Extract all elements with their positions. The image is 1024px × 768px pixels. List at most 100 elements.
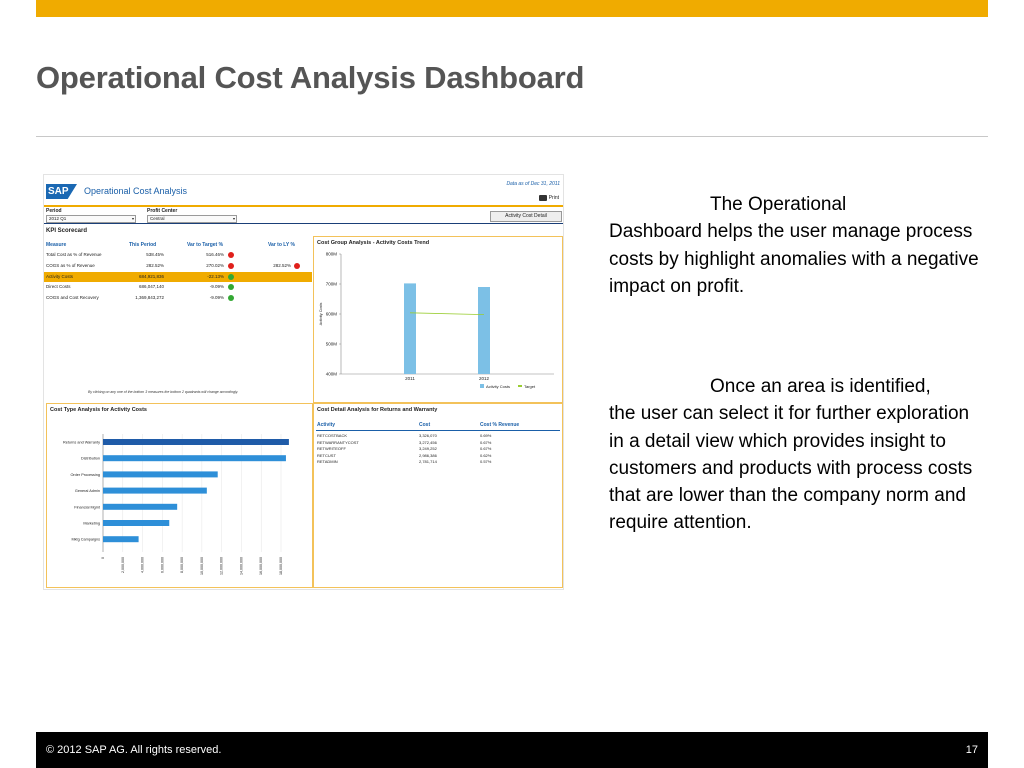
kpi-cell-target: -9.09% <box>209 295 224 301</box>
kpi-row[interactable]: Direct Costs 686,047,140 -9.09% <box>44 282 312 292</box>
detail-cell-cost-pct[interactable]: 0.67% <box>480 446 492 452</box>
kpi-header-this-period: This Period <box>129 242 157 248</box>
hbar-x-tick-label: 16,000,000 <box>259 557 263 575</box>
profit-center-select[interactable]: Central ▾ <box>147 215 237 223</box>
cost-detail-panel: Cost Detail Analysis for Returns and War… <box>313 403 563 588</box>
hbar-x-tick-label: 12,000,000 <box>220 557 224 575</box>
detail-cell-cost-pct[interactable]: 0.69% <box>480 433 492 438</box>
detail-cell-activity[interactable]: RETWARRANTYCOST <box>317 439 359 445</box>
hbar-category-label: Order Processing <box>70 473 100 477</box>
footer-bar: © 2012 SAP AG. All rights reserved. 17 <box>36 732 988 768</box>
chevron-down-icon: ▾ <box>232 216 235 221</box>
hbar-bar[interactable] <box>103 439 289 445</box>
page-number: 17 <box>965 744 978 756</box>
kpi-row[interactable]: COGS as % of Revenue 282.52% 270.02% 282.52… <box>44 261 312 271</box>
detail-cell-cost-pct[interactable]: 0.57% <box>480 459 492 465</box>
kpi-cell-target: 516.46% <box>206 252 224 257</box>
period-value: 2012 Q1 <box>49 216 67 221</box>
kpi-cell-period: 684,921,836 <box>138 273 164 279</box>
kpi-cell-measure: COGS as % of Revenue <box>46 262 95 268</box>
detail-cell-activity[interactable]: RETCUST <box>317 452 336 458</box>
hbar-x-tick-label: 0 <box>101 557 105 559</box>
kpi-row[interactable]: Activity Costs 684,921,836 -22.13% <box>44 271 312 282</box>
profit-center-value: Central <box>150 216 165 221</box>
detail-cell-cost[interactable]: 2,781,714 <box>419 459 437 465</box>
detail-cell-cost[interactable]: 3,326,070 <box>419 433 437 438</box>
hbar-bar[interactable] <box>103 536 139 543</box>
hbar-bar[interactable] <box>103 487 207 494</box>
hbar-category-label: Marketing <box>83 522 100 526</box>
status-indicator-icon <box>228 262 234 269</box>
period-select[interactable]: 2012 Q1 ▾ <box>46 215 136 223</box>
kpi-cell-period: 538.45% <box>146 252 164 257</box>
dashboard-title: Operational Cost Analysis <box>84 186 188 196</box>
kpi-header-measure: Measure <box>46 242 67 248</box>
kpi-cell-target: -9.09% <box>209 284 224 290</box>
paragraph-2-body: the user can select it for further explo… <box>609 403 973 534</box>
hbar-bar[interactable] <box>103 520 170 526</box>
trend-x-tick-label: 2011 <box>405 376 415 381</box>
kpi-cell-measure: COGS and Cost Recovery <box>46 295 99 301</box>
hbar-category-label: Financial Mgmt <box>74 505 101 509</box>
period-label: Period <box>46 208 62 214</box>
detail-cell-cost-pct[interactable]: 0.62% <box>480 452 492 458</box>
chevron-down-icon: ▾ <box>131 216 134 221</box>
data-as-of: Data as of Dec 31, 2011 <box>506 181 560 187</box>
hbar-bar[interactable] <box>103 455 286 462</box>
activity-cost-detail-button[interactable]: Activity Cost Detail <box>490 211 562 222</box>
printer-icon <box>538 195 547 201</box>
slide-title: Operational Cost Analysis Dashboard <box>36 60 585 95</box>
detail-cell-activity[interactable]: RETWRITEOFF <box>317 446 346 452</box>
detail-cell-cost[interactable]: 2,986,386 <box>419 452 437 458</box>
status-indicator-icon <box>228 284 234 291</box>
kpi-row[interactable]: Total Cost as % of Revenue 538.45% 516.46% <box>44 250 312 260</box>
trend-x-tick-label: 2012 <box>479 376 490 381</box>
kpi-title: KPI Scorecard <box>46 228 88 234</box>
cost-type-chart: 0 2,000,000 4,000,000 6,000,000 8,000,000 10,… <box>63 434 289 575</box>
dashboard-screenshot: SAP Operational Cost Analysis Data as of… <box>43 174 564 590</box>
title-divider <box>36 136 988 137</box>
status-indicator-icon <box>228 273 234 280</box>
detail-header-cost-pct: Cost % Revenue <box>480 422 520 428</box>
hbar-x-tick-label: 18,000,000 <box>279 557 283 575</box>
kpi-cell-target: 270.02% <box>206 262 224 268</box>
trend-chart-title: Cost Group Analysis - Activity Costs Tre… <box>317 240 430 246</box>
hbar-bar[interactable] <box>103 503 178 510</box>
kpi-cell-period: 686,047,140 <box>138 284 164 290</box>
detail-cell-activity[interactable]: RETCOSTBACK <box>317 433 348 438</box>
trend-y-tick-label: 800M <box>326 252 338 257</box>
kpi-cell-measure: Direct Costs <box>46 284 71 290</box>
trend-y-tick-label: 600M <box>326 312 338 317</box>
legend-activity-costs-label: Activity Costs <box>486 384 510 389</box>
trend-y-tick-label: 700M <box>326 282 338 287</box>
top-accent-bar <box>36 0 988 17</box>
hbar-category-label: Distribution <box>81 457 100 461</box>
kpi-cell-period: 1,369,843,272 <box>135 295 164 301</box>
trend-y-axis-label: Activity Costs <box>319 303 323 326</box>
detail-cell-cost-pct[interactable]: 0.67% <box>480 439 492 445</box>
legend-activity-costs-swatch <box>480 384 484 388</box>
footer-copyright: © 2012 SAP AG. All rights reserved. <box>46 744 222 756</box>
hbar-x-tick-label: 4,000,000 <box>141 557 145 573</box>
legend-target-swatch <box>518 385 522 387</box>
print-label: Print <box>548 195 559 201</box>
print-button[interactable]: Print <box>538 195 559 201</box>
trend-y-tick-label: 500M <box>326 342 338 347</box>
detail-cell-cost[interactable]: 3,249,252 <box>419 446 437 452</box>
detail-cell-cost[interactable]: 3,272,456 <box>419 439 437 445</box>
kpi-row[interactable]: COGS and Cost Recovery 1,369,843,272 -9.09… <box>44 293 312 303</box>
cost-type-chart-title: Cost Type Analysis for Activity Costs <box>50 407 147 413</box>
detail-cell-activity[interactable]: RETADMIN <box>317 459 338 465</box>
activity-costs-trend-panel: Cost Group Analysis - Activity Costs Tre… <box>313 236 563 403</box>
detail-header-row <box>316 419 560 431</box>
trend-target-line <box>409 312 485 315</box>
paragraph-1-first-line: The Operational <box>710 194 847 215</box>
cost-detail-title: Cost Detail Analysis for Returns and War… <box>317 407 438 413</box>
hbar-category-label: Mktg Campaigns <box>72 538 101 542</box>
status-indicator-icon <box>228 295 234 302</box>
cost-type-analysis-panel: Cost Type Analysis for Activity Costs 0 2… <box>46 403 313 588</box>
hbar-bar[interactable] <box>103 471 218 478</box>
hbar-x-tick-label: 6,000,000 <box>160 557 164 573</box>
hbar-category-label: General Admin <box>75 489 100 493</box>
kpi-header-var-target: Var to Target % <box>187 242 224 248</box>
